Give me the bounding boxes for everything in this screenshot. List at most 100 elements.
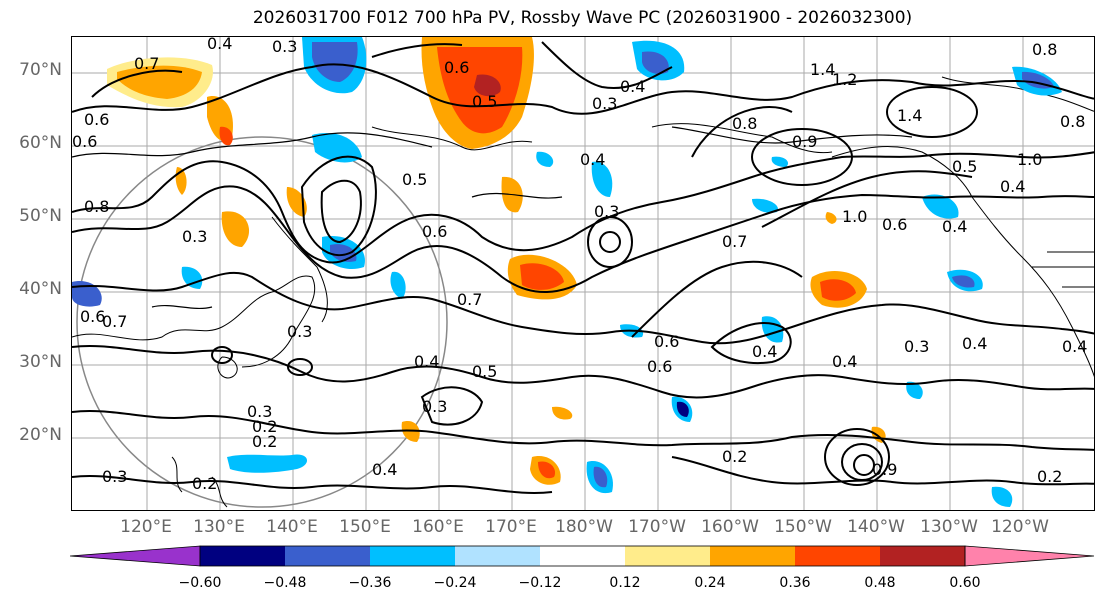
contour-label: 0.4 [414,352,439,371]
contour-label: 0.4 [580,150,605,169]
contour-label: 0.6 [84,110,109,129]
colorbar-segment [540,546,625,566]
contour-label: 0.2 [252,417,277,436]
contour-label: 0.3 [904,337,929,356]
lat-label-40n: 40°N [19,279,62,299]
lon-label-150w: 150°W [774,517,832,537]
contour-label: 0.3 [594,202,619,221]
contour-label: 0.2 [192,474,217,493]
contour-label: 0.4 [832,352,857,371]
contour-label: 0.6 [647,357,672,376]
contour-label: 0.6 [654,332,679,351]
contour-label: 0.4 [207,37,232,53]
lon-label-160w: 160°W [701,517,759,537]
contour-label: 0.8 [1032,40,1057,59]
colorbar-tick: 0.60 [949,575,981,591]
contour-label: 0.8 [1060,112,1085,131]
lon-label-140e: 140°E [266,517,318,537]
colorbar-extend-high [964,545,1095,567]
colorbar-tick: −0.48 [263,575,307,591]
contour-label: 0.4 [1000,177,1025,196]
colorbar-tick: −0.36 [348,575,392,591]
contour-label: 0.8 [84,197,109,216]
contour-label: 0.3 [182,227,207,246]
contour-label: 1.2 [832,70,857,89]
contour-label: 0.8 [732,114,757,133]
contour-label: 1.4 [810,60,835,79]
contour-label: 0.7 [102,312,127,331]
contour-label: 0.5 [402,170,427,189]
contour-label: 0.3 [592,94,617,113]
contour-label: 0.4 [372,460,397,479]
contour-label: 0.6 [422,222,447,241]
lon-label-170e: 170°E [485,517,537,537]
colorbar-segment [200,546,285,566]
contour-label: 0.4 [752,342,777,361]
contour-label: 0.9 [792,132,817,151]
lat-label-20n: 20°N [19,425,62,445]
contour-label: 0.7 [457,290,482,309]
contour-label: 0.6 [882,215,907,234]
colorbar-segment [625,546,710,566]
lon-label-170w: 170°W [628,517,686,537]
contour-label: 0.4 [620,77,645,96]
colorbar-tick: 0.36 [779,575,811,591]
colorbar-segment [370,546,455,566]
contour-label: 0.5 [472,362,497,381]
map-panel: 0.4 0.3 0.7 0.5 0.6 0.6 0.4 0.3 1.4 1.2 … [71,36,1095,511]
contour-label: 0.4 [942,217,967,236]
contour-label: 0.4 [962,334,987,353]
lon-label-180w: 180°W [555,517,613,537]
contour-label: 0.3 [272,37,297,56]
colorbar-tick: −0.24 [433,575,477,591]
contour-label: 0.3 [102,467,127,486]
colorbar-segment [285,546,370,566]
map-title: 2026031700 F012 700 hPa PV, Rossby Wave … [252,8,913,28]
colorbar-tick: −0.60 [178,575,222,591]
contour-label: 0.6 [444,58,469,77]
lon-label-120e: 120°E [120,517,172,537]
colorbar-tick: 0.24 [694,575,726,591]
contour-label: 0.2 [252,432,277,451]
colorbar-segment [710,546,795,566]
pv-contours [72,41,1094,495]
lon-label-130e: 130°E [193,517,245,537]
lon-label-120w: 120°W [991,517,1049,537]
lon-label-150e: 150°E [339,517,391,537]
contour-label: 0.6 [80,307,105,326]
colorbar-tick: 0.48 [864,575,896,591]
shaded-anomalies [72,37,1062,507]
colorbar-segment [455,546,540,566]
contour-label: 0.4 [1062,337,1087,356]
lon-label-140w: 140°W [847,517,905,537]
lat-label-30n: 30°N [19,352,62,372]
contour-label: 1.0 [842,207,867,226]
lon-label-130w: 130°W [920,517,978,537]
lon-label-160e: 160°E [412,517,464,537]
colorbar-segment [880,546,965,566]
contour-label: 1.4 [897,106,922,125]
colorbar-segment [795,546,880,566]
lat-label-50n: 50°N [19,206,62,226]
contour-label: 0.2 [722,447,747,466]
contour-label: 0.6 [72,132,97,151]
lat-label-60n: 60°N [19,133,62,153]
colorbar [70,545,1095,567]
contour-label: 0.7 [134,54,159,73]
reference-circle [76,136,448,508]
contour-label: 0.9 [872,460,897,479]
contour-label: 0.3 [287,322,312,341]
contour-label: 0.5 [472,92,497,111]
contour-label: 0.7 [722,232,747,251]
contour-label: 0.3 [422,397,447,416]
contour-label: 0.2 [1037,467,1062,486]
contour-labels: 0.4 0.3 0.7 0.5 0.6 0.6 0.4 0.3 1.4 1.2 … [72,37,1087,493]
colorbar-tick: 0.12 [609,575,641,591]
colorbar-extend-low [70,545,201,567]
colorbar-tick: −0.12 [518,575,562,591]
thin-contours [72,126,913,310]
contour-label: 0.3 [247,402,272,421]
contour-label: 0.5 [952,157,977,176]
contour-label: 1.0 [1017,150,1042,169]
lat-label-70n: 70°N [19,60,62,80]
